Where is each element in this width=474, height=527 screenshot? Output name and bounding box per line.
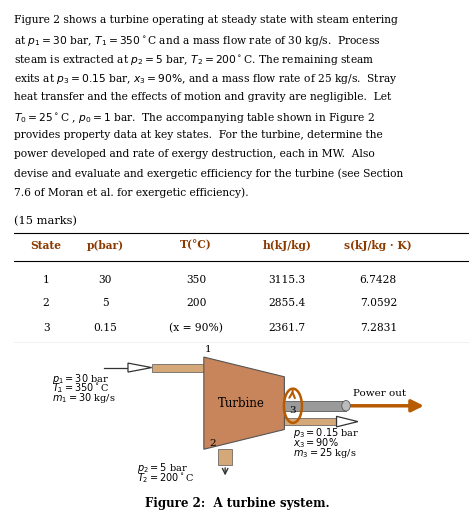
Text: h(kJ/kg): h(kJ/kg): [263, 240, 312, 251]
Text: 3115.3: 3115.3: [269, 275, 306, 285]
Text: steam is extracted at $p_2 = 5$ bar, $T_2 = 200^\circ$C. The remaining steam: steam is extracted at $p_2 = 5$ bar, $T_…: [14, 53, 374, 67]
Text: Power out: Power out: [353, 389, 406, 398]
Text: heat transfer and the effects of motion and gravity are negligible.  Let: heat transfer and the effects of motion …: [14, 92, 392, 102]
Text: s(kJ/kg · K): s(kJ/kg · K): [345, 240, 412, 251]
Text: power developed and rate of exergy destruction, each in MW.  Also: power developed and rate of exergy destr…: [14, 149, 375, 159]
Text: T(°C): T(°C): [181, 240, 212, 251]
Text: at $p_1 = 30$ bar, $T_1 = 350^\circ$C and a mass flow rate of 30 kg/s.  Process: at $p_1 = 30$ bar, $T_1 = 350^\circ$C an…: [14, 34, 381, 48]
Text: $\dot{m}_3 = 25$ kg/s: $\dot{m}_3 = 25$ kg/s: [293, 446, 356, 462]
Text: 7.6 of Moran et al. for exergetic efficiency).: 7.6 of Moran et al. for exergetic effici…: [14, 188, 249, 199]
Text: exits at $p_3 = 0.15$ bar, $x_3 = 90\%$, and a mass flow rate of 25 kg/s.  Stray: exits at $p_3 = 0.15$ bar, $x_3 = 90\%$,…: [14, 72, 398, 86]
Text: 1: 1: [205, 345, 212, 354]
Text: 1: 1: [43, 275, 49, 285]
Bar: [218, 449, 232, 465]
Text: State: State: [30, 240, 62, 251]
Text: (x = 90%): (x = 90%): [169, 323, 223, 333]
Text: $p_2 = 5$ bar: $p_2 = 5$ bar: [137, 461, 188, 475]
Text: 6.7428: 6.7428: [360, 275, 397, 285]
Text: (15 marks): (15 marks): [14, 216, 77, 226]
Text: $p_1 = 30$ bar: $p_1 = 30$ bar: [52, 372, 109, 386]
Polygon shape: [337, 416, 358, 427]
Text: 3: 3: [289, 406, 296, 415]
Text: $p_3 = 0.15$ bar: $p_3 = 0.15$ bar: [293, 426, 359, 441]
Text: 2: 2: [209, 440, 216, 448]
Text: 7.2831: 7.2831: [360, 323, 397, 333]
Text: 30: 30: [99, 275, 112, 285]
Text: p(bar): p(bar): [87, 240, 124, 251]
Text: 0.15: 0.15: [93, 323, 117, 333]
Polygon shape: [128, 363, 152, 372]
Text: 2855.4: 2855.4: [269, 298, 306, 308]
Bar: [152, 364, 204, 372]
Text: 2: 2: [43, 298, 49, 308]
Text: $T_0 = 25^\circ$C , $p_0 = 1$ bar.  The accompanying table shown in Figure 2: $T_0 = 25^\circ$C , $p_0 = 1$ bar. The a…: [14, 111, 375, 125]
Text: $T_2 = 200^\circ$C: $T_2 = 200^\circ$C: [137, 471, 195, 485]
Text: $T_1 = 350^\circ$C: $T_1 = 350^\circ$C: [52, 382, 109, 395]
Text: 350: 350: [186, 275, 206, 285]
Bar: [284, 418, 337, 425]
Text: Figure 2 shows a turbine operating at steady state with steam entering: Figure 2 shows a turbine operating at st…: [14, 15, 398, 25]
Text: 2361.7: 2361.7: [269, 323, 306, 333]
Text: devise and evaluate and exergetic efficiency for the turbine (see Section: devise and evaluate and exergetic effici…: [14, 169, 403, 179]
Bar: [284, 401, 346, 411]
Text: 7.0592: 7.0592: [360, 298, 397, 308]
Polygon shape: [204, 357, 284, 449]
Text: $\dot{m}_1 = 30$ kg/s: $\dot{m}_1 = 30$ kg/s: [52, 391, 116, 406]
Text: 3: 3: [43, 323, 49, 333]
Text: provides property data at key states.  For the turbine, determine the: provides property data at key states. Fo…: [14, 130, 383, 140]
Text: 5: 5: [102, 298, 109, 308]
Text: Turbine: Turbine: [219, 397, 265, 409]
Text: 200: 200: [186, 298, 207, 308]
Text: $x_3 = 90\%$: $x_3 = 90\%$: [293, 436, 338, 450]
Text: Figure 2:  A turbine system.: Figure 2: A turbine system.: [145, 497, 329, 510]
Ellipse shape: [342, 401, 350, 411]
